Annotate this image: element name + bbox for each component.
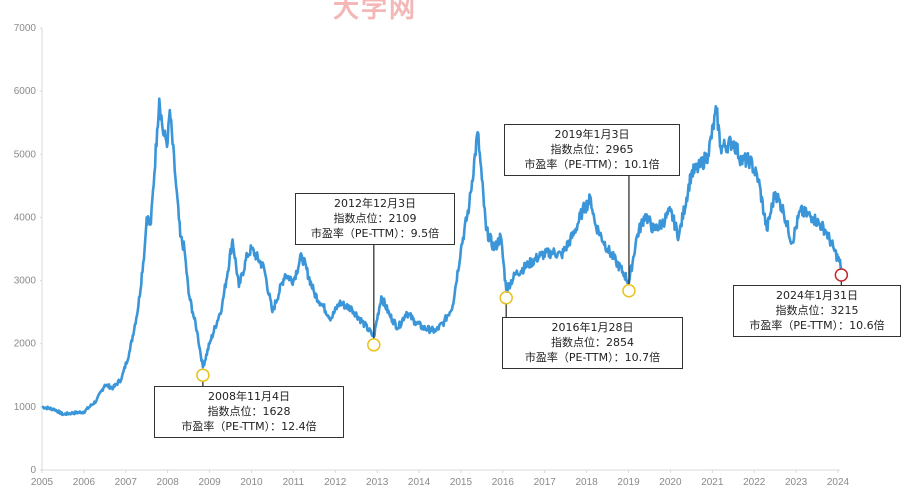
x-tick-label: 2010 xyxy=(240,477,263,488)
annotation-date: 2008年11月4日 xyxy=(208,390,290,403)
annotation-pe: 市盈率（PE-TTM）：9.5倍 xyxy=(310,227,440,240)
annotation-box-2019: 2019年1月3日 指数点位：2965 市盈率（PE-TTM）：10.1倍 xyxy=(504,124,680,176)
y-tick-label: 6000 xyxy=(14,86,37,97)
y-tick-label: 1000 xyxy=(14,402,37,413)
annotation-date: 2012年12月3日 xyxy=(334,197,416,210)
x-tick-label: 2017 xyxy=(534,477,557,488)
x-tick-label: 2013 xyxy=(366,477,389,488)
x-tick-label: 2011 xyxy=(283,477,305,488)
x-tick-label: 2019 xyxy=(617,477,640,488)
x-tick-label: 2016 xyxy=(492,477,515,488)
annotation-date: 2016年1月28日 xyxy=(551,321,634,334)
annotation-circle-marker xyxy=(622,284,636,298)
index-price-line xyxy=(41,97,843,417)
x-axis-ticks: 2005 2006 2007 2008 2009 2010 2011 2012 2013 2014… xyxy=(31,470,850,488)
x-tick-label: 2021 xyxy=(701,477,724,488)
x-tick-label: 2015 xyxy=(450,477,473,488)
annotation-circle-marker xyxy=(834,268,849,282)
annotation-markers xyxy=(196,176,849,386)
annotation-pe: 市盈率（PE-TTM）：10.6倍 xyxy=(749,319,885,332)
y-tick-label: 4000 xyxy=(14,212,37,223)
annotation-pe: 市盈率（PE-TTM）：10.7倍 xyxy=(524,351,661,364)
annotation-date: 2019年1月3日 xyxy=(554,128,630,141)
annotation-box-2016: 2016年1月28日 指数点位：2854 市盈率（PE-TTM）：10.7倍 xyxy=(502,317,683,369)
annotation-pe: 市盈率（PE-TTM）：10.1倍 xyxy=(524,158,660,171)
annotation-index: 指数点位：2854 xyxy=(551,336,634,349)
x-tick-label: 2023 xyxy=(785,477,808,488)
y-tick-label: 5000 xyxy=(14,149,37,160)
x-tick-label: 2006 xyxy=(73,477,96,488)
x-tick-label: 2009 xyxy=(198,477,221,488)
x-tick-label: 2012 xyxy=(324,477,347,488)
x-tick-label: 2024 xyxy=(827,477,850,488)
y-tick-label: 2000 xyxy=(14,339,37,350)
annotation-circle-marker xyxy=(367,338,381,352)
annotation-index: 指数点位：2965 xyxy=(550,143,634,156)
annotation-index: 指数点位：3215 xyxy=(775,304,859,317)
x-tick-label: 2022 xyxy=(743,477,766,488)
annotation-pe: 市盈率（PE-TTM）：12.4倍 xyxy=(181,420,317,433)
y-tick-label: 7000 xyxy=(14,23,37,34)
annotation-box-2024: 2024年1月31日 指数点位：3215 市盈率（PE-TTM）：10.6倍 xyxy=(733,285,901,337)
annotation-index: 指数点位：2109 xyxy=(333,212,417,225)
x-tick-label: 2018 xyxy=(576,477,599,488)
y-tick-label: 0 xyxy=(30,465,36,476)
annotation-date: 2024年1月31日 xyxy=(776,289,858,302)
y-axis-ticks: 0 1000 2000 3000 4000 5000 6000 7000 xyxy=(14,23,42,476)
annotation-index: 指数点位：1628 xyxy=(207,405,291,418)
y-tick-label: 3000 xyxy=(14,276,37,287)
annotation-circle-marker xyxy=(499,291,513,305)
x-tick-label: 2020 xyxy=(659,477,682,488)
x-tick-label: 2007 xyxy=(115,477,138,488)
x-tick-label: 2014 xyxy=(408,477,431,488)
annotation-circle-marker xyxy=(196,368,210,382)
annotation-box-2012: 2012年12月3日 指数点位：2109 市盈率（PE-TTM）：9.5倍 xyxy=(295,193,455,245)
chart-axes xyxy=(41,28,840,471)
x-tick-label: 2005 xyxy=(31,477,54,488)
x-tick-label: 2008 xyxy=(157,477,180,488)
watermark-text: 大学网 xyxy=(333,0,418,24)
annotation-box-2008: 2008年11月4日 指数点位：1628 市盈率（PE-TTM）：12.4倍 xyxy=(154,386,344,438)
